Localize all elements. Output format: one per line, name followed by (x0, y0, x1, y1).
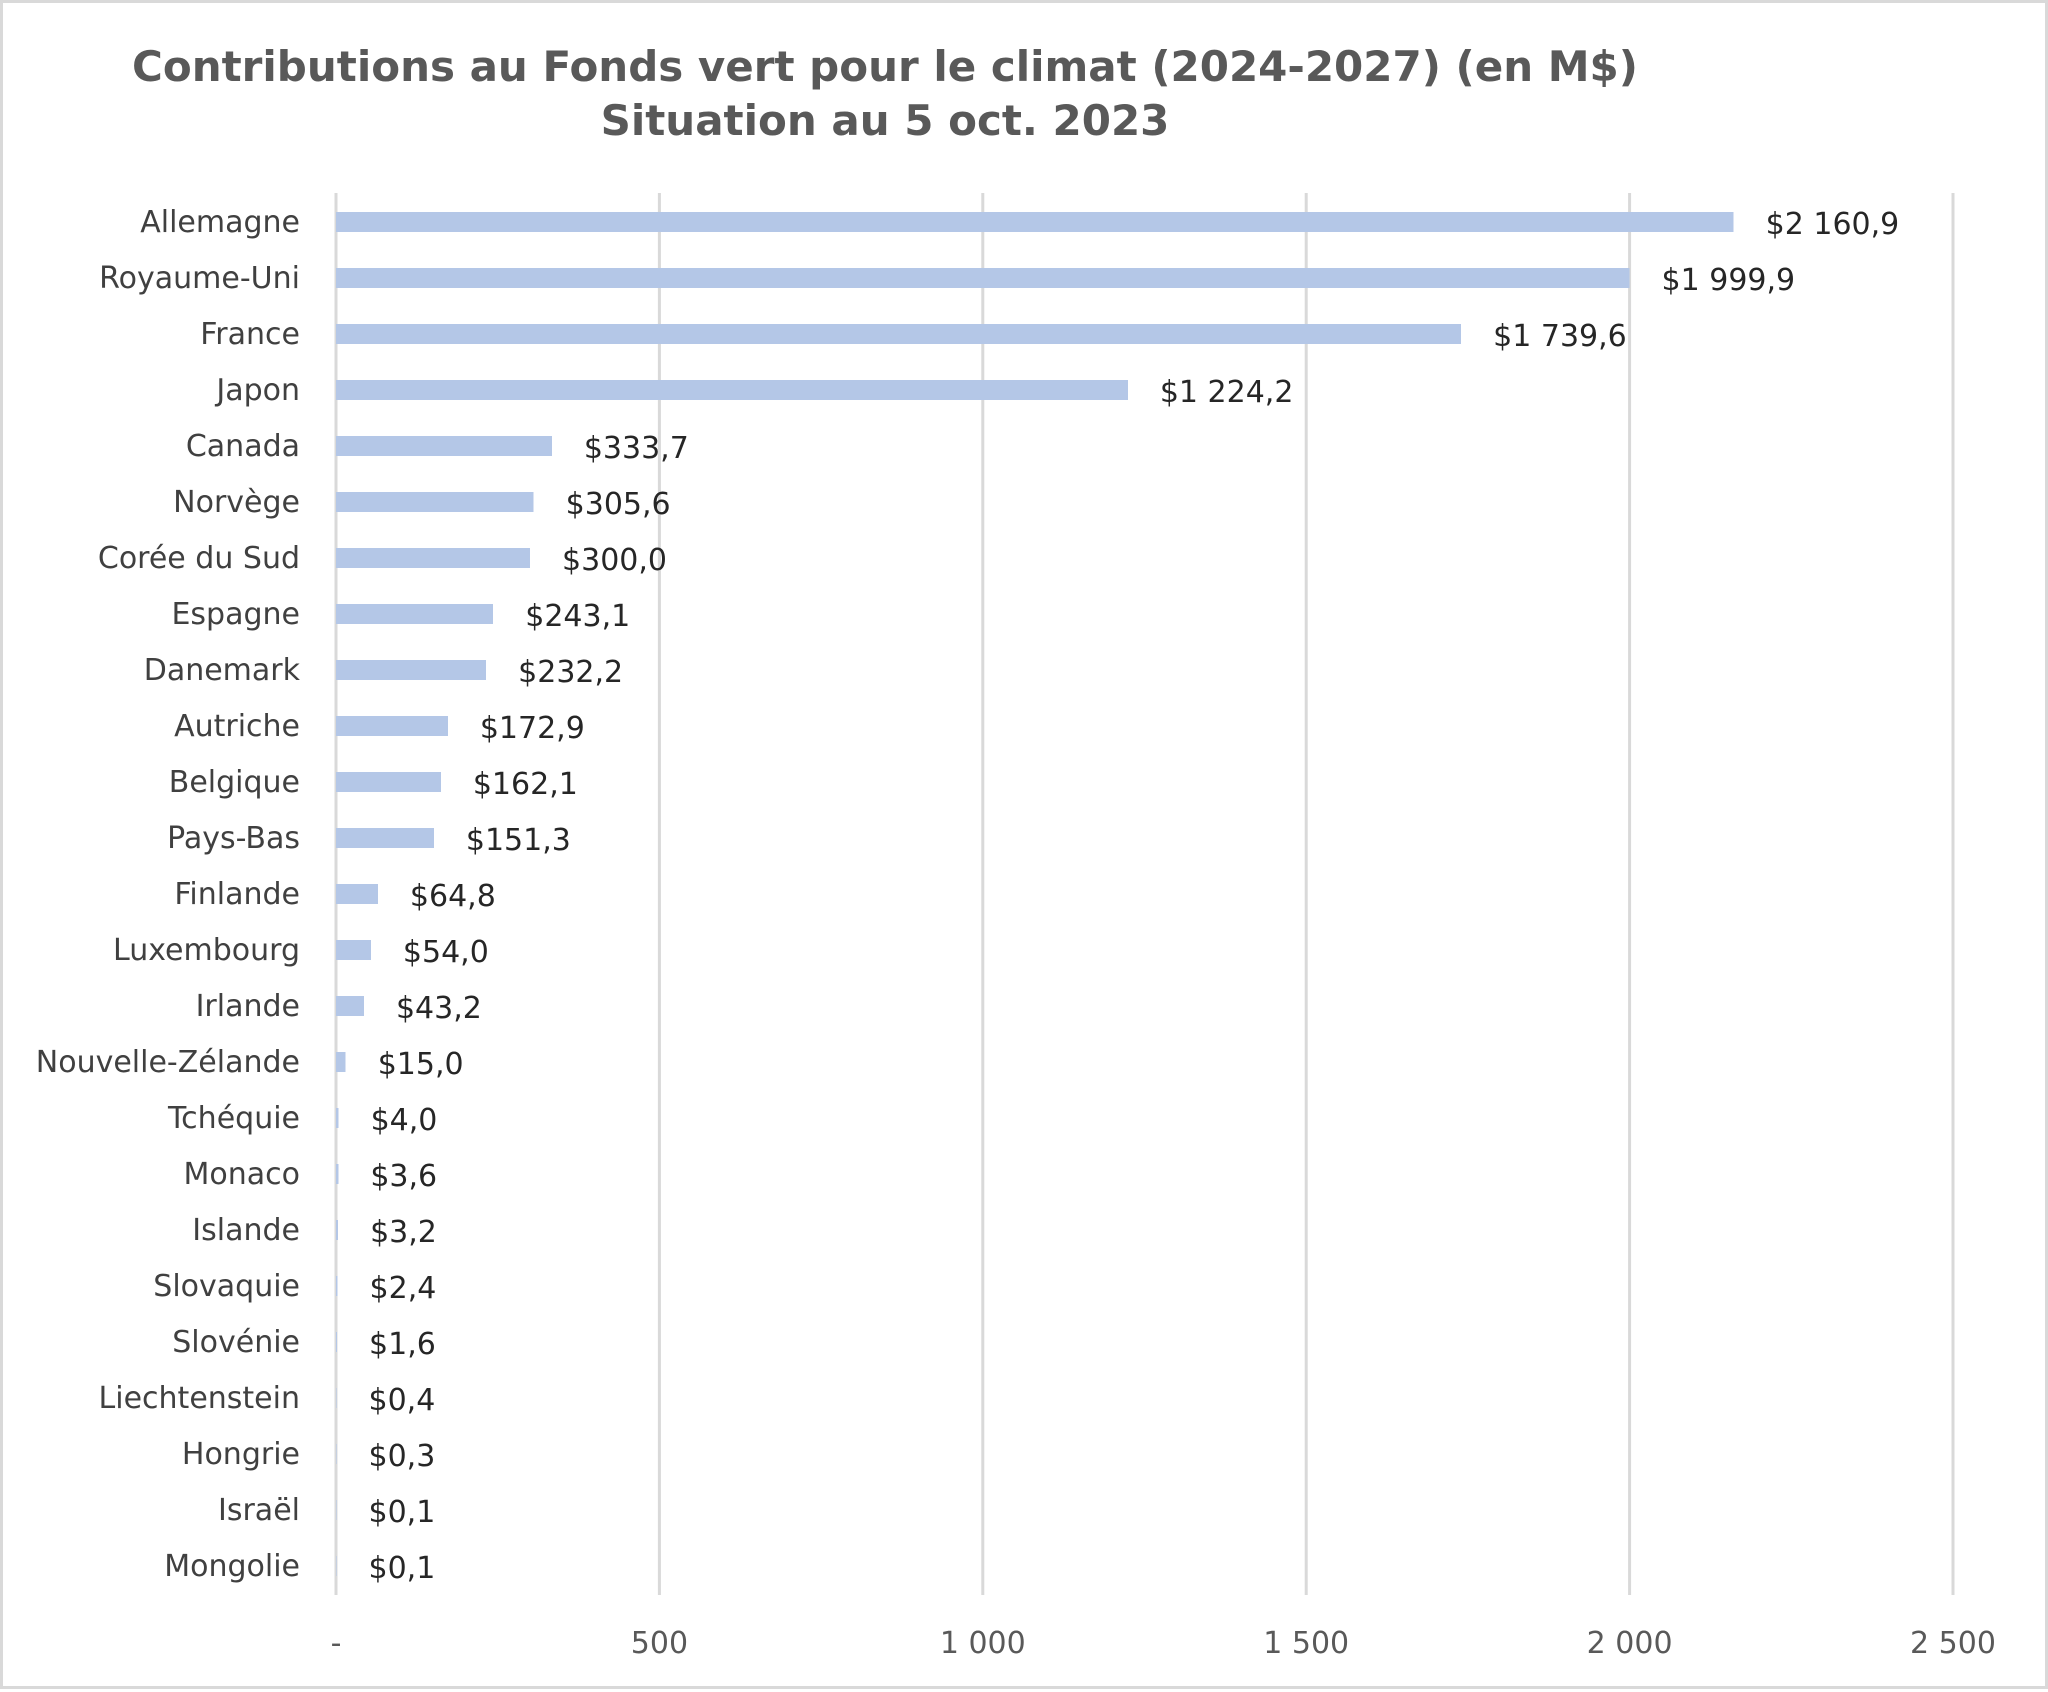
value-label: $243,1 (525, 599, 630, 634)
value-label: $0,1 (369, 1551, 436, 1586)
bar (336, 884, 378, 904)
category-label: Mongolie (164, 1549, 300, 1584)
category-label: Tchéquie (167, 1101, 300, 1136)
bar (336, 828, 434, 848)
category-label: Allemagne (140, 205, 300, 240)
bar (336, 772, 441, 792)
bar-chart: Contributions au Fonds vert pour le clim… (36, 42, 1996, 1661)
x-tick-label: 1 000 (940, 1626, 1026, 1661)
bar (336, 1332, 338, 1352)
bar (336, 492, 534, 512)
value-label: $0,4 (369, 1383, 436, 1418)
category-label: Belgique (169, 765, 300, 800)
x-tick-label: 500 (631, 1626, 688, 1661)
bar (336, 940, 371, 960)
bar (336, 604, 494, 624)
value-label: $1 224,2 (1160, 375, 1294, 410)
x-tick-label: 1 500 (1263, 1626, 1349, 1661)
value-label: $2 160,9 (1766, 207, 1900, 242)
x-tick-label: 2 500 (1910, 1626, 1996, 1661)
value-label: $2,4 (370, 1271, 437, 1306)
bar (336, 212, 1734, 232)
bar (336, 268, 1630, 288)
value-label: $4,0 (371, 1103, 438, 1138)
bar (336, 1220, 339, 1240)
value-label: $1,6 (369, 1327, 436, 1362)
bar (336, 1500, 337, 1520)
bar (336, 1556, 337, 1576)
category-label: Luxembourg (113, 933, 300, 968)
category-label: Slovénie (172, 1325, 300, 1360)
category-label: Islande (192, 1213, 300, 1248)
gridlines (334, 193, 1955, 1595)
x-tick-label: - (331, 1626, 342, 1661)
category-label: Norvège (173, 485, 300, 520)
category-label: Pays-Bas (167, 821, 300, 856)
value-label: $172,9 (480, 711, 585, 746)
value-label: $64,8 (410, 879, 496, 914)
category-label: Israël (218, 1493, 300, 1528)
value-label: $15,0 (378, 1047, 464, 1082)
category-label: Autriche (174, 709, 300, 744)
value-label: $0,1 (369, 1495, 436, 1530)
category-label: Canada (186, 429, 300, 464)
category-label: Slovaquie (153, 1269, 300, 1304)
value-label: $232,2 (518, 655, 623, 690)
value-label: $3,2 (370, 1215, 437, 1250)
category-label: Royaume-Uni (99, 261, 300, 296)
category-label: France (200, 317, 300, 352)
bar (336, 380, 1128, 400)
bar (336, 1164, 339, 1184)
x-tick-label: 2 000 (1587, 1626, 1673, 1661)
category-label: Espagne (171, 597, 300, 632)
bar (336, 1388, 337, 1408)
value-label: $1 739,6 (1493, 319, 1627, 354)
category-label: Liechtenstein (99, 1381, 300, 1416)
value-label: $151,3 (466, 823, 571, 858)
chart-title: Contributions au Fonds vert pour le clim… (132, 42, 1638, 91)
value-label: $43,2 (396, 991, 482, 1026)
value-label: $3,6 (370, 1159, 437, 1194)
category-label: Danemark (144, 653, 301, 688)
category-label: Hongrie (182, 1437, 300, 1472)
value-label: $0,3 (369, 1439, 436, 1474)
value-label: $1 999,9 (1662, 263, 1796, 298)
bar (336, 716, 448, 736)
chart-subtitle: Situation au 5 oct. 2023 (601, 96, 1170, 145)
bar (336, 1276, 338, 1296)
bar (336, 996, 364, 1016)
bar (336, 660, 487, 680)
bar (336, 1108, 339, 1128)
value-label: $162,1 (473, 767, 578, 802)
bar (336, 436, 552, 456)
category-labels: Allemagne Royaume-Uni France Japon Canada Nor… (36, 205, 301, 1584)
category-label: Monaco (184, 1157, 300, 1192)
category-label: Nouvelle-Zélande (36, 1045, 300, 1080)
category-label: Finlande (174, 877, 300, 912)
category-label: Japon (214, 373, 300, 408)
value-label: $333,7 (584, 431, 689, 466)
value-label: $54,0 (403, 935, 489, 970)
category-label: Corée du Sud (98, 541, 300, 576)
bar (336, 1052, 346, 1072)
category-label: Irlande (196, 989, 300, 1024)
bar (336, 324, 1462, 344)
value-label: $300,0 (562, 543, 667, 578)
value-label: $305,6 (566, 487, 671, 522)
bar (336, 548, 531, 568)
bar (336, 1444, 337, 1464)
x-axis-tick-labels: - 500 1 000 1 500 2 000 2 500 (331, 1626, 1996, 1661)
bars (336, 212, 1734, 1576)
value-labels: $2 160,9 $1 999,9 $1 739,6 $1 224,2 $333,7 $3… (369, 207, 1900, 1586)
